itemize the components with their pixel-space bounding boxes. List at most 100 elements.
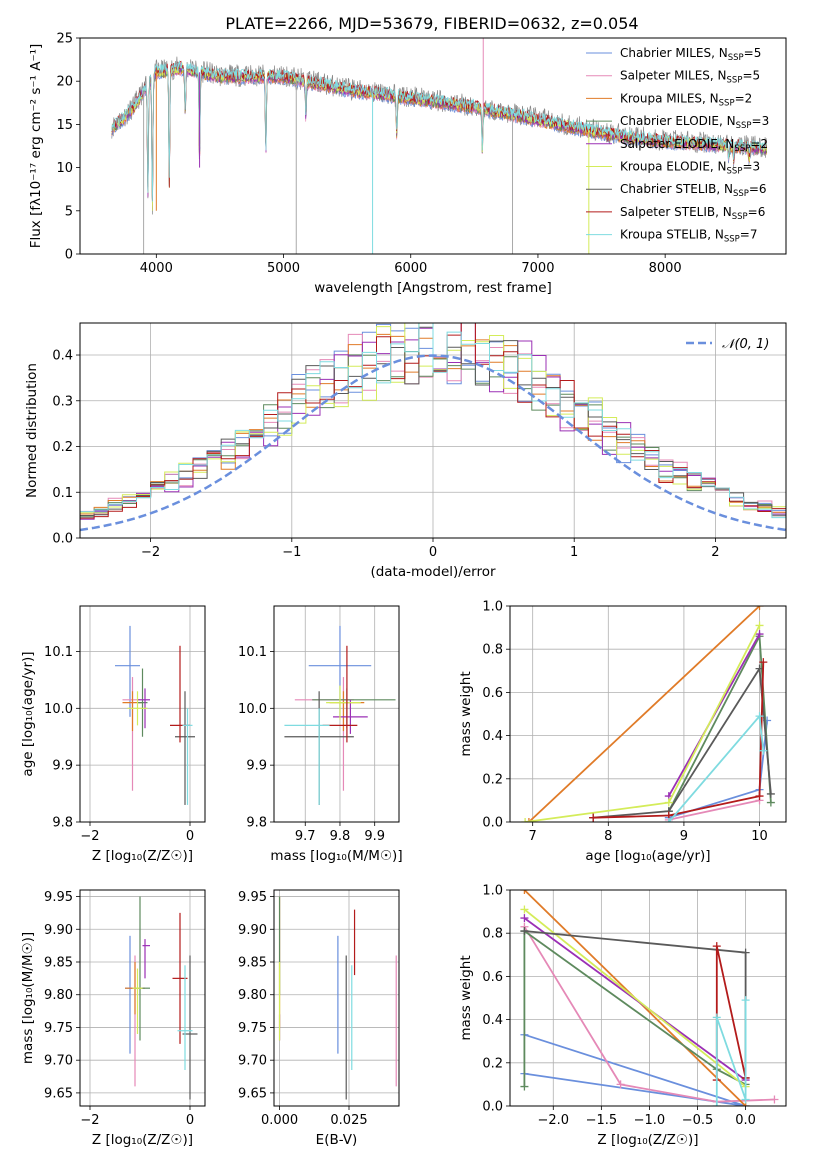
y-tick-label: 9.65 [44,1086,73,1101]
y-tick-label: 9.80 [238,988,267,1003]
x-axis-label: mass [log₁₀(M/M☉)] [270,848,402,864]
legend-count: =5 [742,69,760,83]
legend-count: =5 [744,46,762,60]
weight-marker [755,712,764,721]
legend-count: =2 [750,137,768,151]
histogram-series [80,323,786,519]
axes-residuals: −2 −1 0 1 2 0.0 0.1 0.2 0.3 0.4 (data-model)/error… [24,322,787,580]
x-axis-label: E(B-V) [316,1132,358,1148]
plot-area-age_vs_mass [284,625,396,805]
legend-entry: Kroupa STELIB, NSSP=7 [620,228,758,245]
legend: Chabrier MILES, NSSP=5 Salpeter MILES, NS… [586,46,769,245]
weight-marker [741,1095,750,1104]
weight-series [523,929,747,1087]
gaussian-curve [80,354,786,532]
legend-subscript: SSP [734,144,750,154]
x-tick-label: 0.025 [330,1113,367,1128]
x-tick-label: 9.9 [364,829,385,844]
y-tick-label: 25 [56,32,73,47]
legend-entry: Kroupa MILES, NSSP=2 [620,91,752,108]
y-tick-label: 0.4 [482,1013,503,1028]
weight-series [668,799,760,821]
y-tick-label: 9.90 [238,923,267,938]
x-tick-label: 0 [186,1113,194,1128]
grid-mass_vs_Z [80,890,205,1106]
legend-count: =3 [752,114,770,128]
y-tick-label: 20 [56,75,73,90]
y-tick-label: 5 [65,204,73,219]
plot-area-mass_vs_ebv [278,896,397,1100]
weight-marker [741,948,750,957]
y-tick-label: 10 [56,161,73,176]
y-tick-label: 0.0 [52,532,73,547]
figure-title: PLATE=2266, MJD=53679, FIBERID=0632, z=0… [225,14,638,33]
y-tick-label: 1.0 [482,600,503,615]
error-bar-point [182,708,193,805]
error-bar-point [284,708,330,805]
y-axis-label: Flux [fλ10⁻¹⁷ erg cm⁻² s⁻¹ A⁻¹] [28,44,44,249]
x-tick-label: 6000 [394,261,427,276]
weight-marker [755,792,764,801]
weight-marker [741,996,750,1005]
y-tick-label: 9.8 [246,816,267,831]
y-tick-label: 0.0 [482,1100,503,1115]
grid-mass_vs_ebv [274,890,399,1106]
x-tick-label: 4000 [140,261,173,276]
legend-count: =6 [748,205,766,219]
legend-entry: 𝒩(0, 1) [722,337,769,352]
weight-marker [755,621,764,630]
y-tick-label: 9.85 [44,956,73,971]
x-axis-label: Z [log₁₀(Z/Z☉)] [92,1132,193,1148]
y-tick-label: 0.8 [482,927,503,942]
error-bar-point [115,625,140,717]
y-tick-label: 9.90 [44,923,73,938]
y-tick-label: 0.2 [482,772,503,787]
weight-marker [664,798,673,807]
weight-marker [759,658,768,667]
legend-subscript: SSP [727,167,743,177]
plot-area-age_vs_Z [115,625,195,805]
legend-entry: Chabrier ELODIE, NSSP=3 [620,114,769,131]
x-tick-label: 7 [529,829,537,844]
weight-marker [712,942,721,951]
x-axis-label: Z [log₁₀(Z/Z☉)] [92,848,193,864]
y-tick-label: 0.6 [482,970,503,985]
axes-frame [79,322,787,539]
weight-marker [589,813,598,822]
y-tick-label: 9.95 [238,890,267,905]
x-axis-label: wavelength [Angstrom, rest frame] [314,280,552,296]
legend-entry: Kroupa ELODIE, NSSP=3 [620,160,760,177]
x-tick-label: −1 [282,545,301,560]
y-tick-label: 9.70 [238,1054,267,1069]
y-axis-label: mass weight [458,955,474,1040]
weight-marker [520,927,529,936]
x-tick-label: 1 [570,545,578,560]
y-tick-label: 9.80 [44,988,73,1003]
y-tick-label: 0.6 [482,686,503,701]
x-tick-label: 0.000 [261,1113,298,1128]
plot-area-weight_vs_Z [520,890,779,1106]
legend-count: =6 [749,182,767,196]
weight-marker [766,789,775,798]
x-tick-label: 7000 [521,261,554,276]
legend-subscript: SSP [727,76,743,86]
x-tick-label: −1.0 [634,1113,666,1128]
y-tick-label: 9.8 [52,816,73,831]
y-tick-label: 0.4 [52,349,73,364]
y-tick-label: 0.2 [52,440,73,455]
x-tick-label: −2 [80,1113,99,1128]
y-tick-label: 0.8 [482,643,503,658]
y-tick-label: 0.4 [482,729,503,744]
legend-entry: Salpeter STELIB, NSSP=6 [620,205,765,222]
axes-frame [79,889,206,1107]
weight-marker [755,630,764,639]
weight-marker [755,664,764,673]
axes-frame [79,37,787,255]
x-tick-label: 8000 [649,261,682,276]
axes-frame [79,605,206,823]
error-bar-point [177,965,193,1070]
plot-area-spectrum [111,38,768,254]
error-bar-point [132,968,143,1034]
axes-weight_vs_Z: −2.0 −1.5 −1.0 −0.5 0.0 0.0 0.2 0.4 0.6 0.8 1.0 Z [… [458,884,787,1148]
weight-marker [770,1095,779,1104]
